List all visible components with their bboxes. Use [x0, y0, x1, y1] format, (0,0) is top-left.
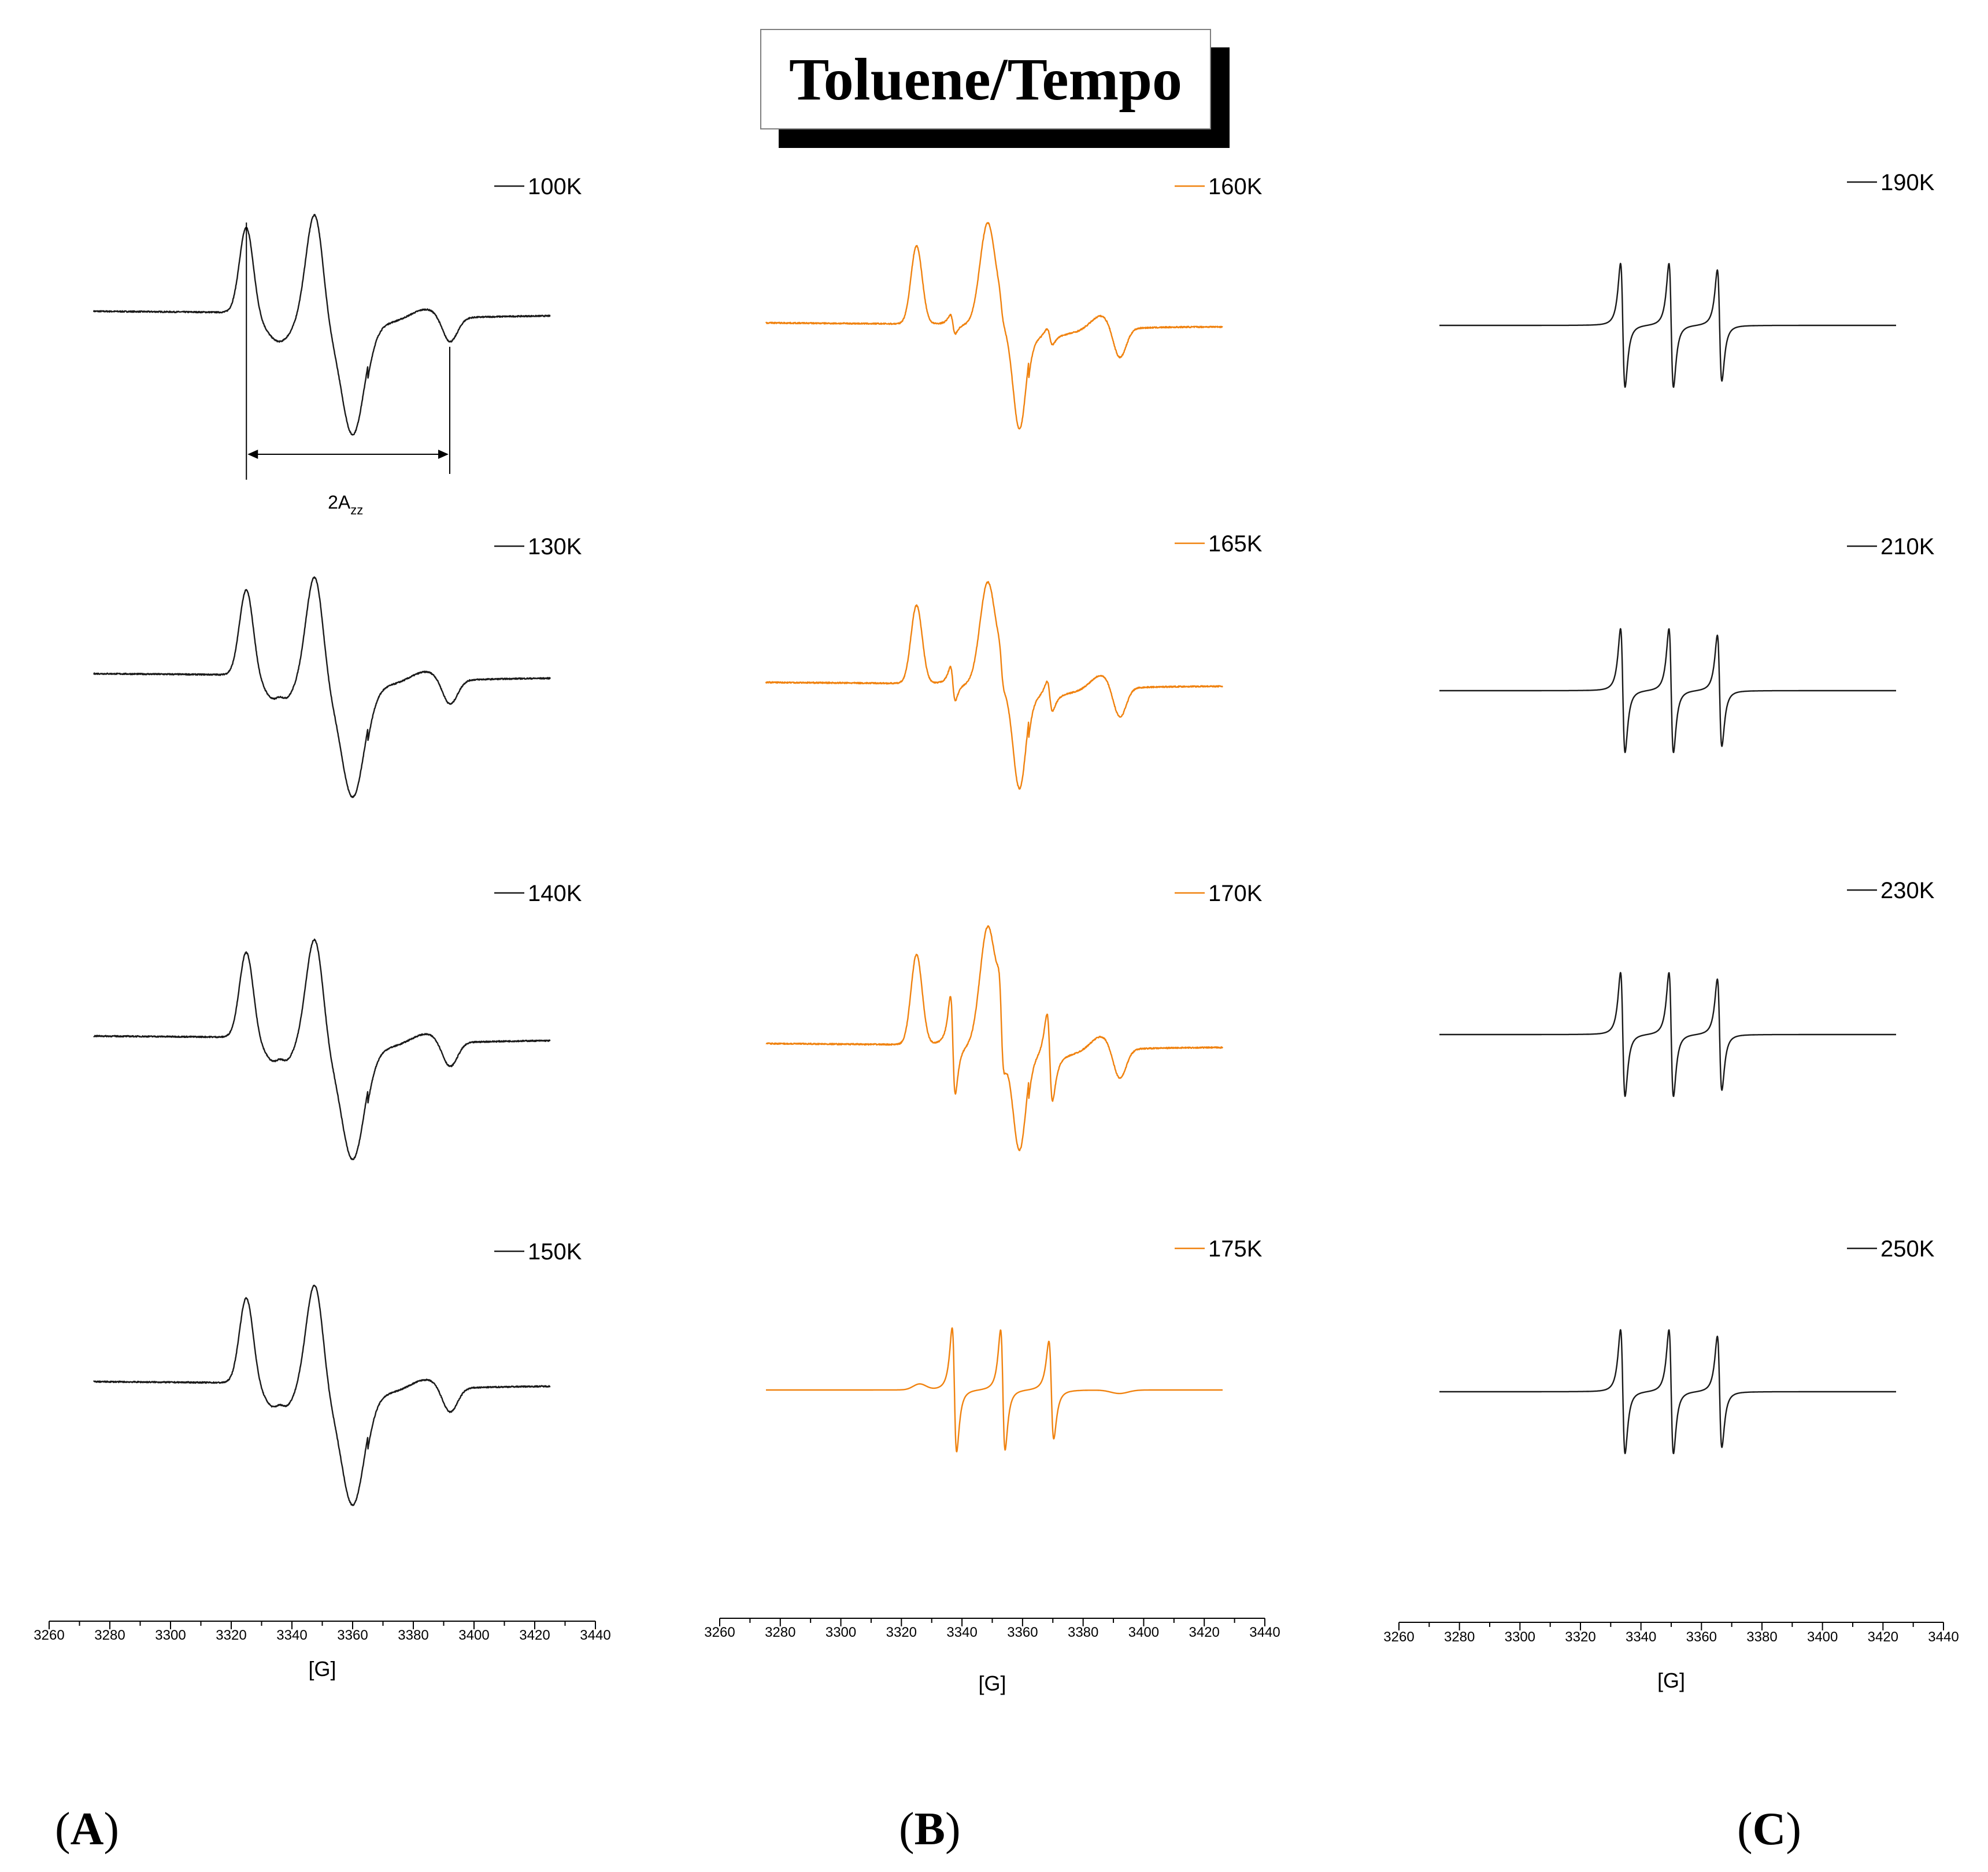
- panel-a-x-axis-label: [G]: [308, 1657, 336, 1681]
- panel-b-x-tick-label: 3420: [1189, 1625, 1220, 1640]
- panel-b-legend-label-175k: 175K: [1208, 1236, 1263, 1262]
- panel-a-x-tick-label: 3420: [519, 1628, 550, 1643]
- panel-c-x-tick-label: 3400: [1807, 1629, 1838, 1645]
- panel-b-x-tick-label: 3440: [1249, 1625, 1280, 1640]
- panel-b-x-tick-label: 3400: [1128, 1625, 1159, 1640]
- page-title: Toluene/Tempo: [788, 46, 1183, 113]
- panel-c-x-tick-label: 3360: [1686, 1629, 1717, 1645]
- panel-c-legend-label-230k: 230K: [1880, 878, 1935, 903]
- panel-b-trace-165k: [765, 581, 1223, 790]
- panel-a-trace-130k: [93, 576, 551, 798]
- panel-c-legend-label-210k: 210K: [1880, 534, 1935, 559]
- panel-b-trace-170k: [765, 925, 1224, 1151]
- panel-label-a: (A): [55, 1804, 120, 1855]
- panel-c-trace-230k: [1439, 972, 1897, 1098]
- title-frame: Toluene/Tempo: [760, 29, 1211, 129]
- panel-b-x-tick-label: 3260: [704, 1625, 735, 1640]
- panel-b-x-tick-label: 3280: [765, 1625, 795, 1640]
- panel-a-x-tick-label: 3360: [337, 1628, 368, 1643]
- panel-c-x-tick-label: 3260: [1383, 1629, 1414, 1645]
- panel-b-x-tick-label: 3320: [886, 1625, 917, 1640]
- annotation-label: 2Azz: [328, 492, 363, 517]
- panel-c-x-tick-label: 3320: [1565, 1629, 1595, 1645]
- panel-a-legend-label-130k: 130K: [528, 534, 582, 559]
- panel-a-trace-100k: [92, 214, 551, 436]
- panel-c-x-tick-label: 3380: [1746, 1629, 1777, 1645]
- title-box: Toluene/Tempo: [760, 29, 1230, 148]
- panel-a-legend-label-140k: 140K: [528, 881, 582, 906]
- panel-a-x-tick-label: 3340: [276, 1628, 307, 1643]
- panel-a-x-tick-label: 3280: [94, 1628, 125, 1643]
- panel-c-trace-250k: [1439, 1329, 1897, 1455]
- panel-a-x-tick-label: 3440: [580, 1628, 610, 1643]
- panel-c-x-tick-label: 3280: [1444, 1629, 1475, 1645]
- panel-c-x-axis-label: [G]: [1657, 1669, 1685, 1692]
- panel-b-legend-label-165k: 165K: [1208, 531, 1263, 557]
- panel-c-trace-210k: [1439, 628, 1897, 754]
- annotation-arrow-right: [438, 450, 449, 459]
- panel-c-legend-label-190k: 190K: [1880, 170, 1935, 195]
- panel-a-x-tick-label: 3260: [34, 1628, 64, 1643]
- panel-b-trace-160k: [765, 222, 1223, 430]
- panel-b-legend-label-160k: 160K: [1208, 174, 1263, 199]
- panel-a-trace-140k: [93, 938, 551, 1161]
- panel-c-x-tick-label: 3340: [1626, 1629, 1656, 1645]
- panel-a-x-tick-label: 3300: [155, 1628, 186, 1643]
- panel-b-legend-label-170k: 170K: [1208, 881, 1263, 906]
- panel-c-x-tick-label: 3440: [1928, 1629, 1959, 1645]
- panel-b-x-tick-label: 3340: [946, 1625, 977, 1640]
- panel-a-legend-label-150k: 150K: [528, 1239, 582, 1265]
- panel-b-x-axis-label: [G]: [978, 1671, 1006, 1695]
- panel-label-c: (C): [1737, 1804, 1802, 1855]
- panel-a-x-tick-label: 3380: [398, 1628, 428, 1643]
- panel-a-x-tick-label: 3400: [458, 1628, 489, 1643]
- panel-c-legend-label-250k: 250K: [1880, 1236, 1935, 1262]
- panel-c-x-tick-label: 3420: [1868, 1629, 1898, 1645]
- panel-label-b: (B): [899, 1804, 961, 1855]
- panel-c-x-tick-label: 3300: [1505, 1629, 1535, 1645]
- panel-c-trace-190k: [1439, 262, 1897, 388]
- panel-a-legend-label-100k: 100K: [528, 174, 582, 199]
- panel-b-x-tick-label: 3360: [1007, 1625, 1038, 1640]
- panel-b-trace-175k: [765, 1327, 1223, 1452]
- panel-a-trace-150k: [93, 1284, 551, 1506]
- annotation-arrow-left: [247, 450, 258, 459]
- panel-b-x-tick-label: 3300: [825, 1625, 856, 1640]
- panel-a-x-tick-label: 3320: [216, 1628, 246, 1643]
- panel-b-x-tick-label: 3380: [1068, 1625, 1098, 1640]
